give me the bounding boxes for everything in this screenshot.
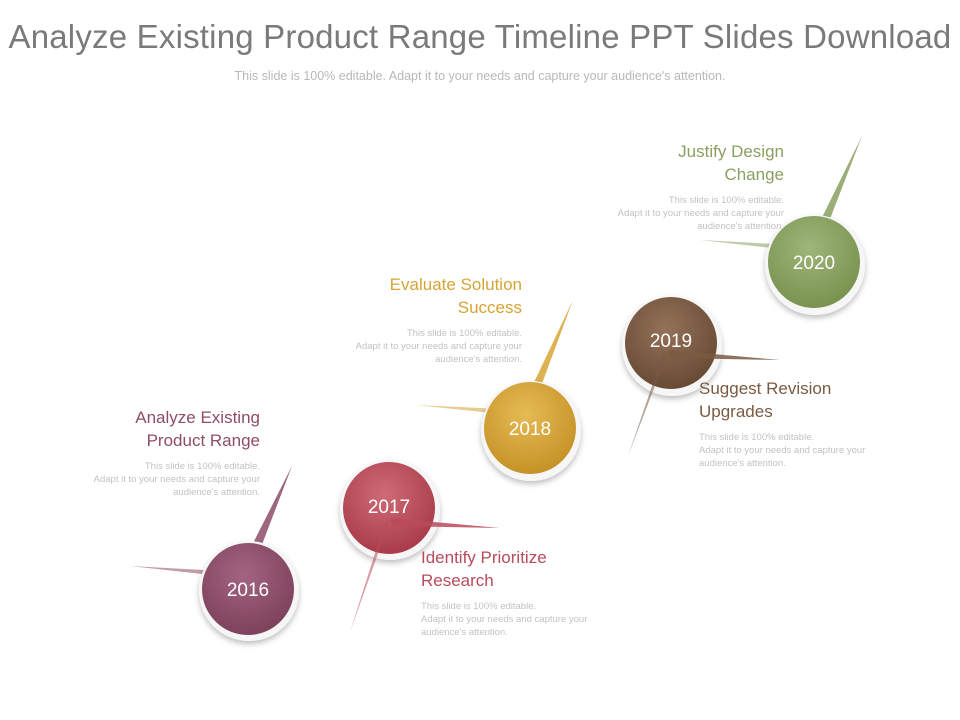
step-heading-2017: Identify Prioritize Research [421,546,721,592]
step-desc-2020-line2: Adapt it to your needs and capture your [617,208,784,219]
step-desc-2020: This slide is 100% editable. Adapt it to… [484,194,784,233]
step-heading-2018: Evaluate Solution Success [222,273,522,319]
year-label-2016: 2016 [227,580,269,601]
step-heading-2018-line1: Evaluate Solution [389,275,522,294]
step-heading-2016-line2: Product Range [146,431,260,450]
step-desc-2018-line3: audience's attention. [435,354,522,365]
timeline-node-2018: 2018 [416,300,581,481]
step-desc-2017-line2: Adapt it to your needs and capture your [421,614,588,625]
step-desc-2019: This slide is 100% editable. Adapt it to… [699,431,939,470]
year-label-2018: 2018 [509,419,551,440]
step-desc-2019-line2: Adapt it to your needs and capture your [699,445,866,456]
pointer-2017-tail [350,520,390,632]
step-heading-2016: Analyze Existing Product Range [0,406,260,452]
step-heading-2020: Justify Design Change [484,140,784,186]
year-label-2020: 2020 [793,253,835,274]
timeline-node-2019: 2019 [622,296,780,456]
step-desc-2018: This slide is 100% editable. Adapt it to… [222,327,522,366]
step-heading-2020-line1: Justify Design [678,142,784,161]
pointer-2019-tail [628,352,668,456]
step-heading-2018-line2: Success [457,298,522,317]
step-desc-2018-line1: This slide is 100% editable. [406,328,522,339]
slide-subtitle: This slide is 100% editable. Adapt it to… [234,69,726,83]
circle-2019 [625,297,717,389]
circle-2018 [484,382,576,474]
step-desc-2019-line1: This slide is 100% editable. [699,432,815,443]
step-block-2020: Justify Design Change This slide is 100%… [484,140,784,233]
step-desc-2016-line1: This slide is 100% editable. [144,461,260,472]
timeline-node-2017: 2017 [340,460,500,632]
step-desc-2020-line3: audience's attention. [697,221,784,232]
step-desc-2017-line3: audience's attention. [421,627,508,638]
circle-2020 [768,216,860,308]
step-heading-2020-line2: Change [724,165,784,184]
step-block-2017: Identify Prioritize Research This slide … [421,546,721,639]
step-heading-2016-line1: Analyze Existing [135,408,260,427]
step-desc-2020-line1: This slide is 100% editable. [668,195,784,206]
step-desc-2016-line2: Adapt it to your needs and capture your [93,474,260,485]
pointer-2019 [668,350,780,360]
step-desc-2016-line3: audience's attention. [173,487,260,498]
step-desc-2019-line3: audience's attention. [699,458,786,469]
year-label-2017: 2017 [368,497,410,518]
step-block-2016: Analyze Existing Product Range This slid… [0,406,260,499]
circle-2017 [343,462,435,554]
timeline-node-2016: 2016 [130,466,299,641]
step-desc-2017: This slide is 100% editable. Adapt it to… [421,600,721,639]
timeline-node-2020: 2020 [700,136,865,315]
slide-title: Analyze Existing Product Range Timeline … [8,18,952,55]
step-desc-2016: This slide is 100% editable. Adapt it to… [0,460,260,499]
step-block-2018: Evaluate Solution Success This slide is … [222,273,522,366]
step-heading-2019-line1: Suggest Revision [699,379,832,398]
step-block-2019: Suggest Revision Upgrades This slide is … [699,377,939,470]
step-heading-2017-line2: Research [421,571,494,590]
step-heading-2019-line2: Upgrades [699,402,773,421]
circle-2016 [202,543,294,635]
step-desc-2017-line1: This slide is 100% editable. [421,601,537,612]
step-heading-2019: Suggest Revision Upgrades [699,377,939,423]
step-heading-2017-line1: Identify Prioritize [421,548,547,567]
step-desc-2018-line2: Adapt it to your needs and capture your [355,341,522,352]
year-label-2019: 2019 [650,331,692,352]
pointer-2017 [390,518,500,528]
